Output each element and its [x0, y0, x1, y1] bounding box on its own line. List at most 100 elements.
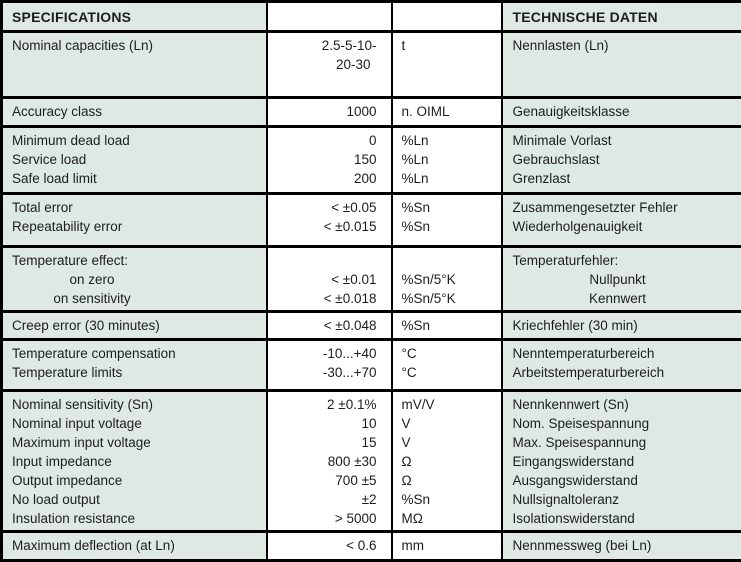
unit-line: MΩ [402, 509, 495, 528]
german-label: Nenntemperaturbereich [513, 344, 736, 363]
german-label-cell: Nennmessweg (bei Ln) [502, 532, 741, 561]
unit-line: n. OIML [402, 102, 495, 121]
header-unit-column [392, 2, 502, 32]
german-label: Genauigkeitsklasse [513, 102, 736, 121]
spec-label-cell: Creep error (30 minutes) [2, 312, 267, 340]
spec-label: No load output [12, 490, 260, 509]
table-row-max-deflection: Maximum deflection (at Ln) < 0.6 mm Nenn… [2, 532, 741, 561]
table-row-nominal-capacities: Nominal capacities (Ln) 2.5-5-10- 20-30 … [2, 32, 741, 98]
german-label: Zusammengesetzter Fehler [513, 198, 736, 217]
spec-label: Repeatability error [12, 217, 260, 236]
spec-label: Output impedance [12, 471, 260, 490]
spec-label-cell: Temperature effect: on zero on sensitivi… [2, 247, 267, 312]
german-label-cell: Kriechfehler (30 min) [502, 312, 741, 340]
header-value-column [267, 2, 392, 32]
unit-cell: mm [392, 532, 502, 561]
german-label: Grenzlast [513, 169, 736, 188]
german-label: Max. Speisespannung [513, 433, 736, 452]
spec-sublabel: on sensitivity [12, 289, 172, 308]
table-row-errors: Total error Repeatability error < ±0.05 … [2, 194, 741, 247]
unit-line: %Sn [402, 316, 495, 335]
value-line: 0 [274, 131, 377, 150]
value-line: -30...+70 [274, 363, 377, 382]
spec-label: Insulation resistance [12, 509, 260, 528]
spec-label-cell: Nominal sensitivity (Sn) Nominal input v… [2, 391, 267, 532]
value-line: < ±0.018 [274, 289, 377, 308]
unit-cell: °C °C [392, 340, 502, 391]
unit-line: %Ln [402, 150, 495, 169]
german-label-cell: Genauigkeitsklasse [502, 98, 741, 127]
table-row-temperature-effect: Temperature effect: on zero on sensitivi… [2, 247, 741, 312]
spec-label-cell: Maximum deflection (at Ln) [2, 532, 267, 561]
spec-label-cell: Temperature compensation Temperature lim… [2, 340, 267, 391]
value-cell: 2.5-5-10- 20-30 [267, 32, 392, 98]
german-label-cell: Nennkennwert (Sn) Nom. Speisespannung Ma… [502, 391, 741, 532]
unit-line: %Sn [402, 217, 495, 236]
value-line: 1000 [274, 102, 377, 121]
german-label-cell: Temperaturfehler: Nullpunkt Kennwert [502, 247, 741, 312]
spec-label: Temperature effect: [12, 251, 260, 270]
unit-line: %Sn/5°K [402, 270, 495, 289]
unit-line: %Ln [402, 131, 495, 150]
table-row-creep-error: Creep error (30 minutes) < ±0.048 %Sn Kr… [2, 312, 741, 340]
spec-label: Service load [12, 150, 260, 169]
spec-label: Minimum dead load [12, 131, 260, 150]
value-cell: 0 150 200 [267, 127, 392, 194]
value-cell: -10...+40 -30...+70 [267, 340, 392, 391]
value-cell: 2 ±0.1% 10 15 800 ±30 700 ±5 ±2 > 5000 [267, 391, 392, 532]
unit-line: mm [402, 536, 495, 555]
unit-line: °C [402, 363, 495, 382]
value-line: 200 [274, 169, 377, 188]
value-cell: < ±0.05 < ±0.015 [267, 194, 392, 247]
value-line: 800 ±30 [274, 452, 377, 471]
unit-cell: %Sn [392, 312, 502, 340]
spec-label-cell: Accuracy class [2, 98, 267, 127]
table-row-loads: Minimum dead load Service load Safe load… [2, 127, 741, 194]
spec-label: Nominal sensitivity (Sn) [12, 395, 260, 414]
value-line: 10 [274, 414, 377, 433]
german-label: Isolationswiderstand [513, 509, 736, 528]
german-label: Nom. Speisespannung [513, 414, 736, 433]
value-line: < ±0.015 [274, 217, 377, 236]
value-line: -10...+40 [274, 344, 377, 363]
value-line: 2 ±0.1% [274, 395, 377, 414]
spec-label-cell: Total error Repeatability error [2, 194, 267, 247]
german-label: Temperaturfehler: [513, 251, 736, 270]
german-sublabel: Nullpunkt [513, 270, 723, 289]
spec-label-cell: Nominal capacities (Ln) [2, 32, 267, 98]
german-label: Wiederholgenauigkeit [513, 217, 736, 236]
unit-line: t [402, 36, 495, 55]
spec-label: Total error [12, 198, 260, 217]
value-line: 2.5-5-10- [274, 36, 377, 55]
header-specifications: SPECIFICATIONS [2, 2, 267, 32]
german-label: Ausgangswiderstand [513, 471, 736, 490]
value-line [274, 251, 377, 270]
spec-label-cell: Minimum dead load Service load Safe load… [2, 127, 267, 194]
unit-cell: %Ln %Ln %Ln [392, 127, 502, 194]
spec-label: Creep error (30 minutes) [12, 316, 260, 335]
spec-label: Accuracy class [12, 102, 260, 121]
unit-cell: %Sn/5°K %Sn/5°K [392, 247, 502, 312]
german-label-cell: Zusammengesetzter Fehler Wiederholgenaui… [502, 194, 741, 247]
german-label-cell: Nennlasten (Ln) [502, 32, 741, 98]
german-label: Minimale Vorlast [513, 131, 736, 150]
table-row-temperature-ranges: Temperature compensation Temperature lim… [2, 340, 741, 391]
german-label: Nennlasten (Ln) [513, 36, 736, 55]
spec-label: Input impedance [12, 452, 260, 471]
unit-line: °C [402, 344, 495, 363]
unit-line: %Ln [402, 169, 495, 188]
unit-line: Ω [402, 452, 495, 471]
value-line: ±2 [274, 490, 377, 509]
header-technische-daten: TECHNISCHE DATEN [502, 2, 741, 32]
german-label: Nennmessweg (bei Ln) [513, 536, 736, 555]
value-line: 700 ±5 [274, 471, 377, 490]
unit-line: %Sn/5°K [402, 289, 495, 308]
unit-cell: mV/V V V Ω Ω %Sn MΩ [392, 391, 502, 532]
unit-line: %Sn [402, 198, 495, 217]
unit-line: %Sn [402, 490, 495, 509]
value-cell: < 0.6 [267, 532, 392, 561]
value-line: < ±0.01 [274, 270, 377, 289]
table-row-electrical: Nominal sensitivity (Sn) Nominal input v… [2, 391, 741, 532]
unit-line: V [402, 433, 495, 452]
